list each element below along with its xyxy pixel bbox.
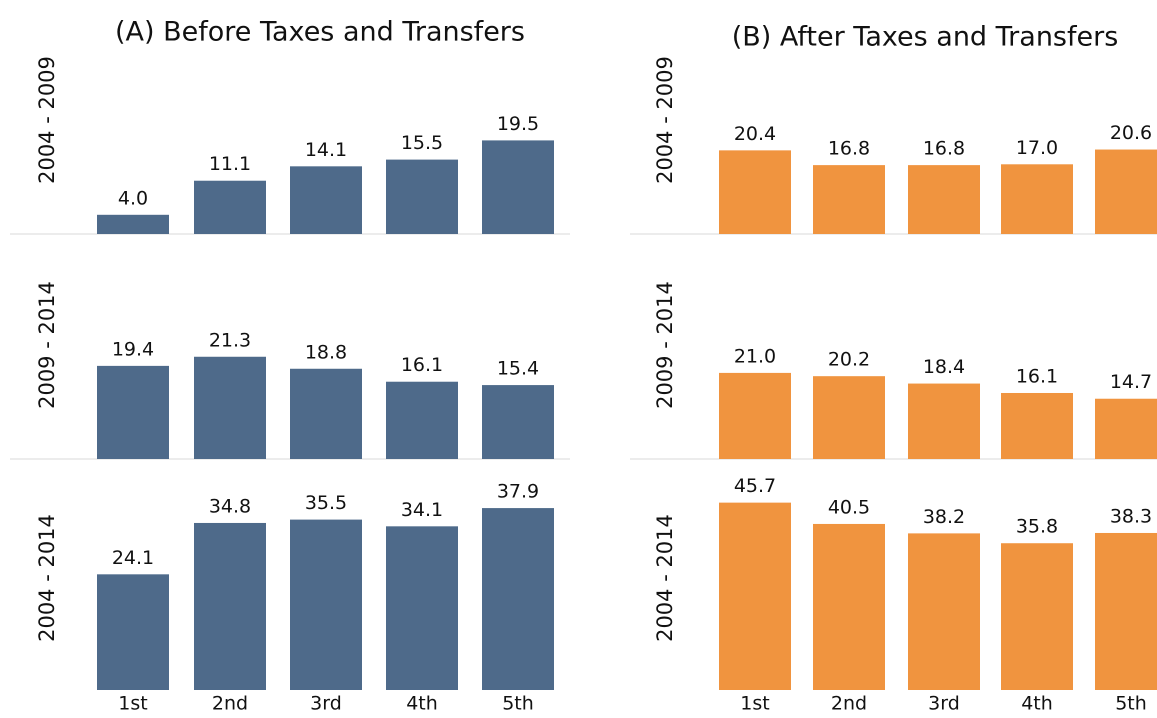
value-label: 15.5 [401, 132, 443, 154]
bar [813, 376, 885, 459]
value-label: 21.3 [209, 329, 251, 351]
value-label: 45.7 [734, 475, 776, 497]
row-label: 2004 - 2009 [35, 56, 59, 184]
bar [386, 381, 458, 459]
value-label: 18.4 [923, 356, 965, 378]
bar [1001, 543, 1073, 690]
x-tick-label: 5th [1115, 693, 1147, 715]
bar [1001, 164, 1073, 234]
value-label: 15.4 [497, 358, 539, 380]
bar [482, 385, 554, 459]
value-label: 35.8 [1016, 516, 1058, 538]
bar [97, 214, 169, 234]
value-label: 16.8 [923, 138, 965, 160]
value-label: 19.4 [112, 338, 154, 360]
row-label: 2009 - 2014 [653, 281, 677, 409]
bar [719, 150, 791, 234]
value-label: 24.1 [112, 547, 154, 569]
bar [908, 533, 980, 690]
value-label: 40.5 [828, 496, 870, 518]
value-label: 20.2 [828, 349, 870, 371]
value-label: 35.5 [305, 492, 347, 514]
x-tick-label: 1st [118, 693, 147, 715]
value-label: 37.9 [497, 481, 539, 503]
row-label: 2004 - 2014 [35, 514, 59, 642]
value-label: 38.2 [923, 506, 965, 528]
bar [290, 519, 362, 690]
bar [386, 526, 458, 690]
x-tick-label: 2nd [831, 693, 867, 715]
bar [482, 140, 554, 234]
row-label: 2004 - 2014 [653, 514, 677, 642]
bar [908, 165, 980, 234]
value-label: 16.1 [1016, 365, 1058, 387]
chart-title: (A) Before Taxes and Transfers [115, 17, 525, 48]
bar [1095, 398, 1157, 459]
bar [908, 383, 980, 459]
bar [719, 372, 791, 459]
bar [719, 502, 791, 690]
value-label: 34.8 [209, 495, 251, 517]
bar [813, 523, 885, 690]
value-label: 16.1 [401, 354, 443, 376]
value-label: 20.4 [734, 123, 776, 145]
bar [97, 365, 169, 459]
bar [194, 522, 266, 690]
value-label: 38.3 [1110, 505, 1152, 527]
bar [290, 166, 362, 234]
bar [194, 356, 266, 459]
bar [1095, 149, 1157, 234]
value-label: 18.8 [305, 341, 347, 363]
value-label: 4.0 [118, 187, 148, 209]
x-tick-label: 5th [502, 693, 534, 715]
x-tick-label: 2nd [212, 693, 248, 715]
bar [386, 159, 458, 234]
value-label: 34.1 [401, 499, 443, 521]
value-label: 21.0 [734, 345, 776, 367]
bar [1001, 392, 1073, 459]
value-label: 17.0 [1016, 137, 1058, 159]
row-label: 2004 - 2009 [653, 56, 677, 184]
chart-title: (B) After Taxes and Transfers [732, 22, 1119, 53]
x-tick-label: 3rd [928, 693, 960, 715]
bar [97, 574, 169, 690]
value-label: 14.7 [1110, 371, 1152, 393]
value-label: 19.5 [497, 113, 539, 135]
bar [194, 180, 266, 234]
value-label: 11.1 [209, 153, 251, 175]
value-label: 14.1 [305, 139, 347, 161]
bar [290, 368, 362, 459]
x-tick-label: 4th [406, 693, 438, 715]
bar [1095, 532, 1157, 690]
bar [813, 165, 885, 234]
bar [482, 508, 554, 690]
value-label: 20.6 [1110, 122, 1152, 144]
value-label: 16.8 [828, 138, 870, 160]
x-tick-label: 4th [1021, 693, 1053, 715]
row-label: 2009 - 2014 [35, 281, 59, 409]
x-tick-label: 1st [740, 693, 769, 715]
x-tick-label: 3rd [310, 693, 342, 715]
